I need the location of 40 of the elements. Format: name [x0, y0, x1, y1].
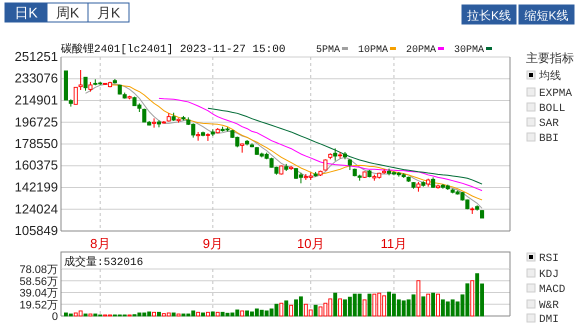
annotation: BBI	[526, 132, 559, 145]
annotation: BOLL	[526, 102, 566, 115]
annotation: RSI	[526, 252, 559, 265]
ytick: 251251	[14, 49, 58, 64]
xtick: 9月	[202, 236, 223, 251]
annotation: KDJ	[526, 268, 559, 281]
annotation: 缩短K线	[518, 4, 574, 24]
annotation: 拉长K线	[462, 4, 516, 24]
annotation: W&R	[526, 300, 559, 312]
xtick: 11月	[380, 236, 408, 251]
ytick: 196725	[14, 114, 58, 130]
ytick: 214901	[14, 92, 58, 108]
ytick: 160375	[14, 158, 58, 173]
annotation: 周K	[46, 2, 88, 22]
legend-label: 20PMA	[406, 45, 436, 56]
legend-label: 5PMA	[316, 45, 340, 56]
ytick: 233076	[14, 70, 58, 86]
ytick: 178550	[14, 136, 58, 151]
ytick: 58.56万	[19, 276, 58, 288]
ytick: 105849	[14, 223, 58, 238]
title: 碳酸锂2401[lc2401] 2023-11-27 15:00	[61, 44, 286, 56]
xtick: 10月	[296, 236, 324, 251]
annotation: 均线	[526, 70, 561, 83]
ytick: 0	[52, 311, 58, 323]
ytick: 19.52万	[19, 299, 58, 312]
legend-label: 10PMA	[358, 45, 388, 56]
xtick: 8月	[90, 236, 110, 251]
ytick: 124024	[14, 201, 58, 216]
ytick: 78.08万	[19, 264, 58, 276]
annotation: EXPMA	[526, 88, 572, 100]
legend-label: 30PMA	[454, 45, 484, 56]
annotation: 月K	[88, 2, 130, 22]
title: 成交量:532016	[64, 257, 144, 269]
annotation: SAR	[526, 118, 559, 130]
annotation: MACD	[526, 284, 566, 296]
ytick: 142199	[14, 180, 58, 194]
annotation: 主要指标	[526, 51, 574, 65]
ytick: 39.04万	[19, 288, 58, 300]
annotation: DMI	[526, 314, 559, 324]
annotation: 日K	[4, 2, 48, 22]
